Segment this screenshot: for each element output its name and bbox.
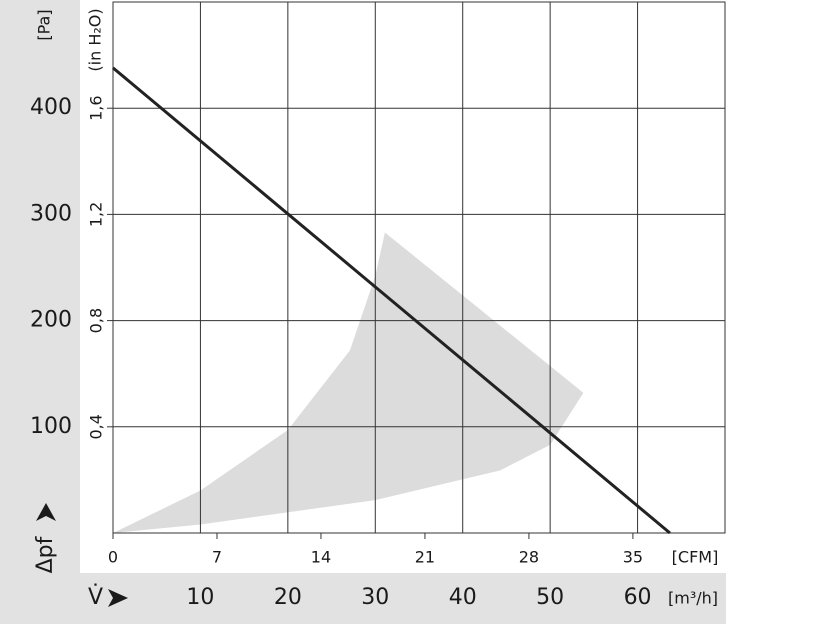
arrow	[36, 503, 56, 521]
y-tick-label: 400	[30, 95, 72, 120]
x2-tick-label: 21	[415, 548, 435, 567]
x-tick-label: 20	[274, 585, 302, 610]
x2-tick-label: 0	[108, 548, 118, 567]
y-tick-label: 300	[30, 201, 72, 226]
plot-frame	[112, 1, 726, 534]
y2-label: (in H₂O)	[86, 8, 105, 71]
y2-tick-label: 1,6	[87, 95, 106, 120]
x2-tick-label: 28	[519, 548, 539, 567]
y-label: [Pa]	[35, 9, 54, 40]
arrow	[108, 589, 128, 607]
x2-tick-label: 14	[311, 548, 331, 567]
x-tick-label: 60	[624, 585, 652, 610]
x-unit: [m³/h]	[668, 589, 718, 608]
x-axis-symbol: V̇	[88, 584, 103, 610]
y2-tick-label: 1,2	[87, 202, 106, 227]
y2-tick-label: 0,8	[87, 308, 106, 333]
x-tick-label: 30	[361, 585, 389, 610]
x-tick-label: 40	[449, 585, 477, 610]
y-tick-label: 200	[30, 308, 72, 333]
y-tick-label: 100	[30, 414, 72, 439]
y2-tick-label: 0,4	[87, 414, 106, 439]
left-band	[0, 0, 80, 624]
x2-unit: [CFM]	[672, 548, 719, 567]
x-tick-label: 50	[536, 585, 564, 610]
y-axis-symbol: Δpf	[33, 535, 58, 573]
operating-region	[113, 232, 584, 534]
fan-curve	[112, 66, 671, 535]
x-tick-label: 10	[186, 585, 214, 610]
x2-tick-label: 35	[623, 548, 643, 567]
x2-tick-label: 7	[212, 548, 222, 567]
